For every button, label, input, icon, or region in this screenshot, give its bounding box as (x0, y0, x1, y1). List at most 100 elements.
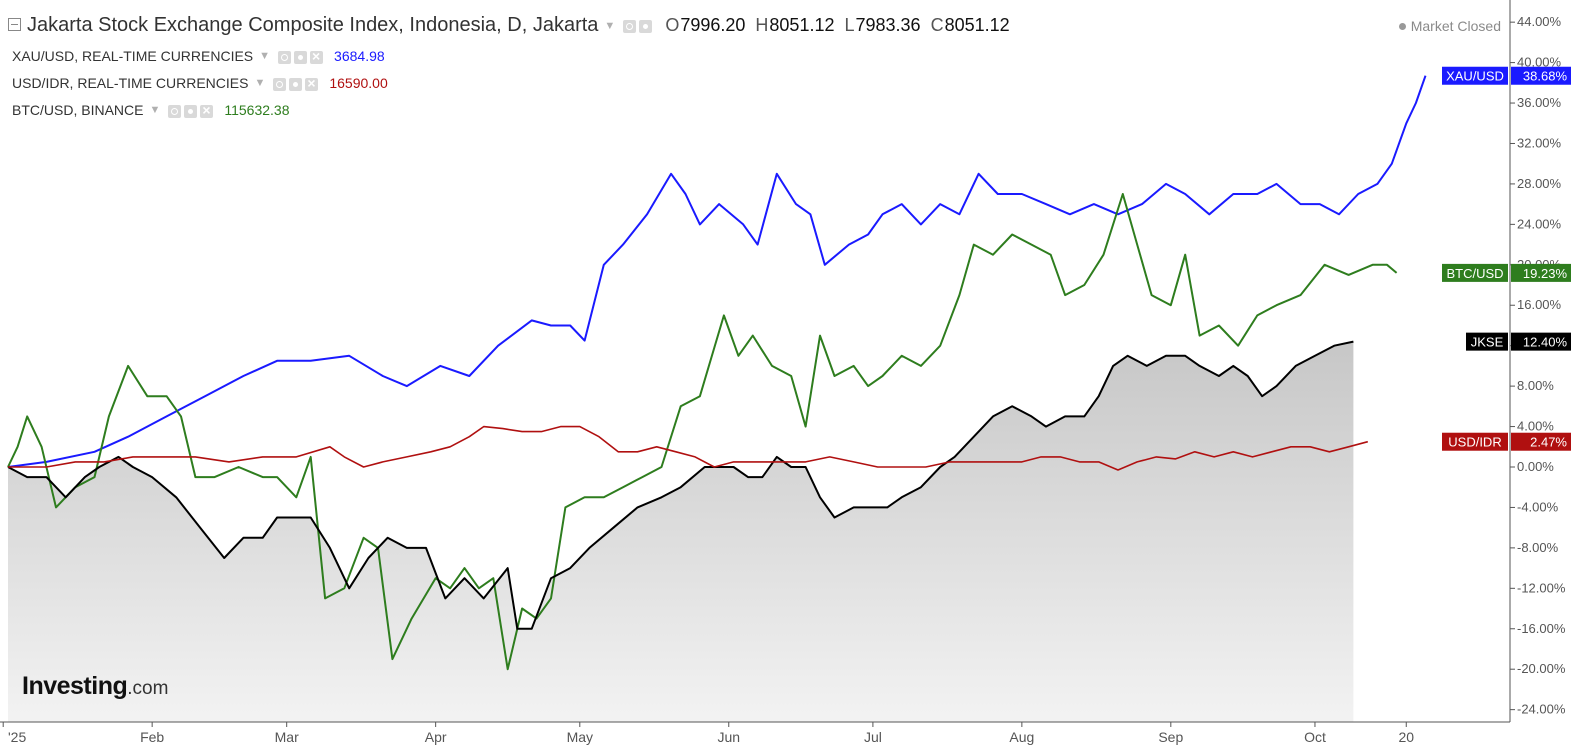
gear-icon[interactable] (289, 77, 303, 91)
market-status-text: Market Closed (1410, 18, 1501, 34)
ohlc-key: H (755, 15, 769, 35)
badge-value: 2.47% (1530, 435, 1567, 450)
overlay-legend-btc[interactable]: BTC/USD, BINANCE ▼ 115632.38 (12, 102, 290, 119)
overlay-label: USD/IDR, REAL-TIME CURRENCIES (12, 75, 249, 91)
chart-header: Jakarta Stock Exchange Composite Index, … (8, 14, 1010, 37)
badge-value-bg (1511, 263, 1571, 282)
overlay-legend-idr[interactable]: USD/IDR, REAL-TIME CURRENCIES ▼ 16590.00 (12, 75, 388, 92)
close-icon[interactable] (305, 75, 319, 91)
logo-suffix: .com (127, 678, 169, 699)
x-tick-label: Apr (425, 729, 447, 745)
collapse-icon[interactable] (8, 18, 21, 31)
jkse-area-fill (8, 341, 1354, 722)
y-tick-label: -4.00% (1517, 499, 1559, 514)
ohlc-value: 7983.36 (855, 15, 921, 35)
x-tick-label: May (567, 729, 593, 745)
eye-icon[interactable] (273, 77, 287, 91)
badge-name: XAU/USD (1446, 69, 1504, 84)
badge-name-bg (1442, 432, 1508, 451)
y-tick-label: -24.00% (1517, 702, 1566, 717)
investing-logo: Investing.com (22, 672, 168, 701)
overlay-value: 115632.38 (224, 102, 290, 118)
market-status: Market Closed (1398, 18, 1501, 34)
y-tick-label: 28.00% (1517, 176, 1562, 191)
x-tick-label: '25 (8, 729, 26, 745)
y-tick-label: 8.00% (1517, 378, 1554, 393)
overlay-legend-xau[interactable]: XAU/USD, REAL-TIME CURRENCIES ▼ 3684.98 (12, 48, 385, 65)
ohlc-key: O (665, 15, 680, 35)
ohlc-o: O7996.20 (665, 15, 745, 35)
gear-icon[interactable] (294, 50, 308, 64)
y-tick-label: -12.00% (1517, 580, 1566, 595)
ohlc-value: 8051.12 (769, 15, 835, 35)
gear-icon[interactable] (184, 104, 198, 118)
y-tick-label: 32.00% (1517, 135, 1562, 150)
badge-value-bg (1511, 66, 1571, 85)
x-tick-label: Oct (1304, 729, 1326, 745)
y-tick-label: 24.00% (1517, 216, 1562, 231)
y-tick-label: -8.00% (1517, 540, 1559, 555)
x-tick-label: Feb (140, 729, 164, 745)
chevron-down-icon[interactable]: ▼ (259, 50, 271, 62)
badge-value: 19.23% (1523, 266, 1568, 281)
badge-usd-idr: USD/IDR 2.47% (1442, 432, 1571, 451)
ohlc-l: L7983.36 (844, 15, 920, 35)
overlay-value: 16590.00 (329, 75, 388, 91)
y-tick-label: 16.00% (1517, 297, 1562, 312)
ohlc-key: C (930, 15, 944, 35)
series-line-xau-usd[interactable] (7, 75, 1427, 468)
badge-name-bg (1466, 332, 1508, 351)
gear-icon[interactable] (639, 20, 653, 33)
badge-jkse: JKSE 12.40% (1466, 332, 1571, 351)
ohlc-h: H8051.12 (755, 15, 834, 35)
y-tick-label: 36.00% (1517, 95, 1562, 110)
series-lines[interactable] (7, 75, 1427, 671)
y-tick-label: 0.00% (1517, 459, 1554, 474)
overlay-label: XAU/USD, REAL-TIME CURRENCIES (12, 48, 254, 64)
overlay-label: BTC/USD, BINANCE (12, 102, 144, 118)
badge-value-bg (1511, 332, 1571, 351)
series-line-jkse[interactable] (7, 340, 1354, 630)
y-tick-label: 44.00% (1517, 14, 1562, 29)
series-line-btc-usd[interactable] (7, 193, 1398, 671)
ohlc-key: L (844, 15, 855, 35)
ohlc-value: 7996.20 (680, 15, 746, 35)
logo-main: Investing (22, 672, 128, 700)
badge-name: BTC/USD (1446, 266, 1503, 281)
badge-value: 38.68% (1523, 69, 1568, 84)
chevron-down-icon[interactable]: ▼ (254, 77, 266, 89)
status-dot-icon (1398, 23, 1406, 30)
jkse-area (8, 341, 1354, 722)
eye-icon[interactable] (168, 104, 182, 118)
badge-name-bg (1442, 263, 1508, 282)
badge-value: 12.40% (1523, 335, 1568, 350)
badge-name: JKSE (1471, 335, 1504, 350)
series-badges: XAU/USD 38.68% BTC/USD 19.23% JKSE 12.40% USD/… (1442, 66, 1571, 451)
chevron-down-icon[interactable]: ▼ (149, 104, 161, 116)
badge-name-bg (1442, 66, 1508, 85)
badge-name: USD/IDR (1448, 435, 1501, 450)
close-icon[interactable] (310, 48, 324, 64)
x-tick-label: Sep (1158, 729, 1183, 745)
x-tick-label: Aug (1009, 729, 1034, 745)
ohlc-values: O7996.20 H8051.12 L7983.36 C8051.12 (655, 14, 1009, 37)
close-icon[interactable] (200, 102, 214, 118)
y-tick-label: 40.00% (1517, 55, 1562, 70)
badge-btc-usd: BTC/USD 19.23% (1442, 263, 1571, 282)
x-tick-label: Jun (717, 729, 740, 745)
chart-title: Jakarta Stock Exchange Composite Index, … (27, 14, 599, 36)
x-tick-label: Mar (275, 729, 299, 745)
x-tick-label: Jul (864, 729, 882, 745)
y-tick-label: -16.00% (1517, 621, 1566, 636)
eye-icon[interactable] (278, 50, 292, 64)
badge-xau-usd: XAU/USD 38.68% (1442, 66, 1571, 85)
x-tick-label: 20 (1398, 729, 1414, 745)
y-tick-label: 4.00% (1517, 419, 1554, 434)
ohlc-value: 8051.12 (944, 15, 1010, 35)
series-line-usd-idr[interactable] (8, 425, 1369, 471)
badge-value-bg (1511, 432, 1571, 451)
chevron-down-icon[interactable]: ▼ (604, 19, 616, 32)
eye-icon[interactable] (623, 20, 637, 33)
overlay-value: 3684.98 (334, 48, 385, 64)
